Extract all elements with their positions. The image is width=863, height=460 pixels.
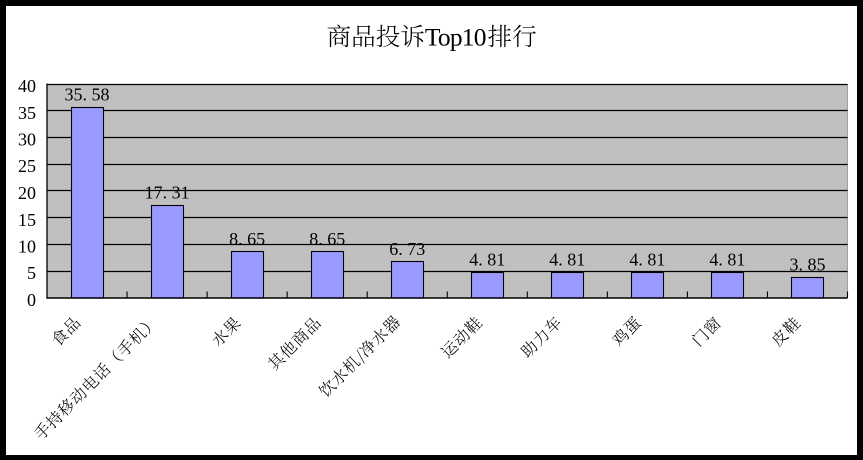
svg-text:Top10: Top10 [425, 22, 486, 51]
svg-text:0: 0 [27, 290, 36, 310]
svg-text:10: 10 [18, 237, 36, 257]
svg-text:17. 31: 17. 31 [145, 183, 190, 203]
svg-text:40: 40 [18, 76, 36, 96]
svg-text:15: 15 [18, 210, 36, 230]
svg-text:8. 65: 8. 65 [229, 229, 265, 249]
svg-text:3. 85: 3. 85 [790, 255, 826, 275]
svg-text:35. 58: 35. 58 [65, 85, 110, 105]
svg-text:4. 81: 4. 81 [709, 249, 745, 269]
svg-text:8. 65: 8. 65 [309, 229, 345, 249]
svg-text:25: 25 [18, 156, 36, 176]
svg-text:20: 20 [18, 183, 36, 203]
svg-text:4. 81: 4. 81 [629, 249, 665, 269]
svg-text:5: 5 [27, 263, 36, 283]
svg-text:35: 35 [18, 103, 36, 123]
svg-text:4. 81: 4. 81 [469, 249, 505, 269]
svg-text:30: 30 [18, 130, 36, 150]
svg-text:6. 73: 6. 73 [389, 239, 425, 259]
svg-text:4. 81: 4. 81 [549, 249, 585, 269]
